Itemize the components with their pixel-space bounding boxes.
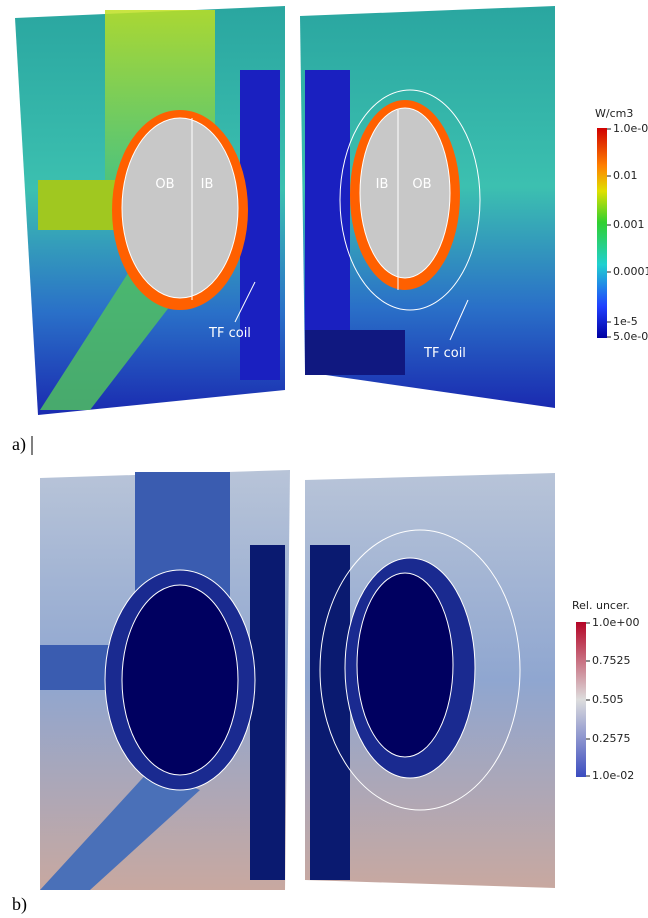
colorbar: [597, 128, 607, 338]
colorbar-label: 1.0e+00: [592, 616, 639, 629]
tf-leg: [310, 545, 350, 880]
ob-label: OB: [412, 177, 431, 192]
colorbar-label: 0.505: [592, 693, 624, 706]
tf-label: TF coil: [423, 346, 466, 361]
colorbar-label: 0.01: [613, 169, 638, 182]
tf-leg: [305, 70, 350, 370]
colorbar-ticks: 1.0e-01 0.01 0.001 0.0001 1e-5 5.0e-06: [607, 122, 648, 343]
colorbar-label: 1.0e-01: [613, 122, 648, 135]
ob-label: OB: [155, 177, 174, 192]
tf-leg: [250, 545, 285, 880]
colorbar-label: 5.0e-06: [613, 330, 648, 343]
base: [305, 330, 405, 375]
colorbar-title: W/cm3: [595, 107, 633, 120]
colorbar-label: 0.7525: [592, 654, 631, 667]
tf-label: TF coil: [208, 326, 251, 341]
ib-label: IB: [201, 177, 214, 192]
colorbar-ticks: 1.0e+00 0.7525 0.505 0.2575 1.0e-02: [586, 616, 639, 782]
plasma: [122, 118, 238, 298]
colorbar: [576, 622, 586, 777]
colorbar-label: 1.0e-02: [592, 769, 634, 782]
caption: b): [12, 894, 27, 915]
colorbar-label: 1e-5: [613, 315, 638, 328]
colorbar-label: 0.0001: [613, 265, 648, 278]
plasma: [122, 585, 238, 775]
plasma: [357, 573, 453, 757]
colorbar-label: 0.2575: [592, 732, 631, 745]
figure: OB IB IB OB TF coil TF coil W/cm3 1.0e-0…: [0, 0, 648, 918]
colorbar-label: 0.001: [613, 218, 645, 231]
ib-label: IB: [376, 177, 389, 192]
panel-a: OB IB IB OB TF coil TF coil W/cm3 1.0e-0…: [12, 6, 648, 455]
panel-b: Rel. uncer. 1.0e+000.75250.5050.25751.0e…: [12, 470, 639, 915]
colorbar-title: Rel. uncer.: [572, 599, 630, 612]
plasma: [360, 108, 450, 278]
caption: a): [12, 434, 26, 455]
